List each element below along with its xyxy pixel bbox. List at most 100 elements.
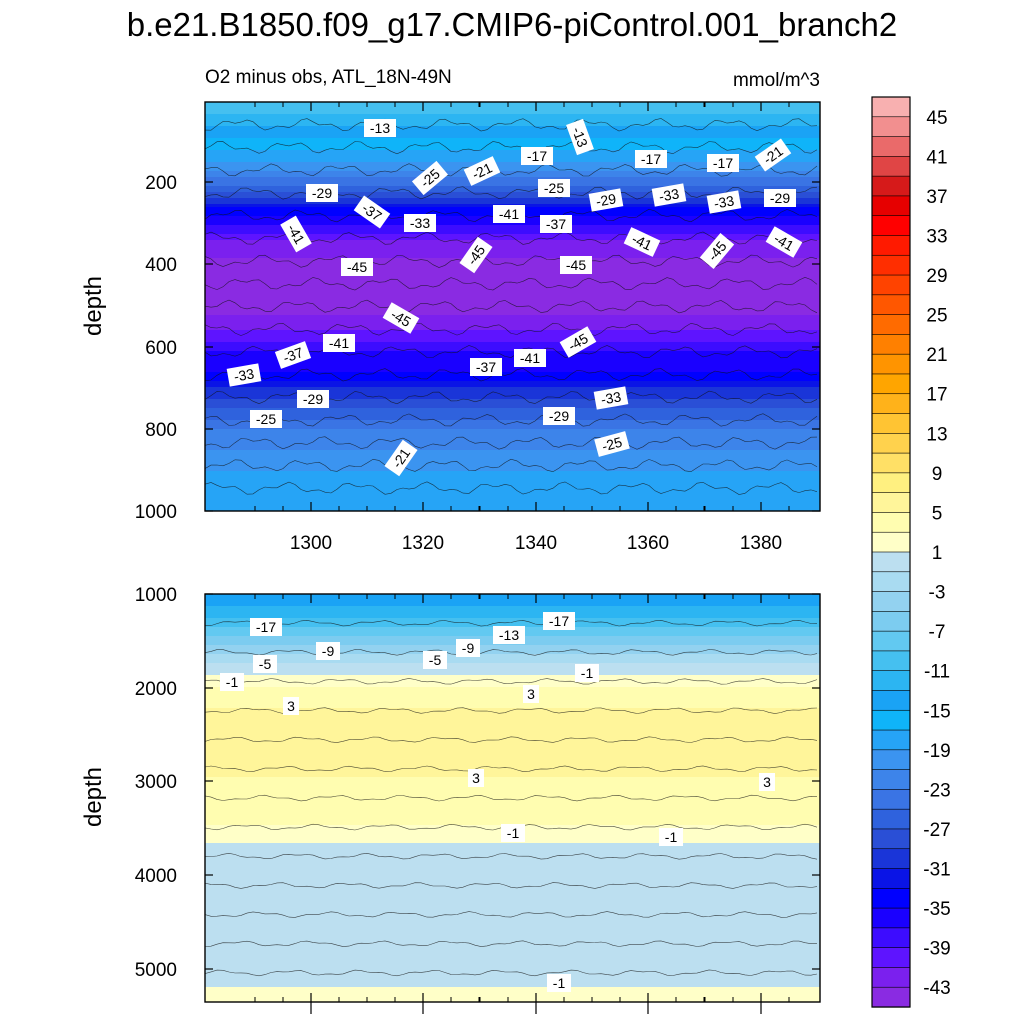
colorbar-box — [871, 156, 911, 177]
contour-band — [205, 162, 820, 166]
contour-band — [205, 150, 820, 154]
contour-band — [205, 126, 820, 130]
contour-label: -1 — [659, 828, 683, 846]
contour-line — [205, 322, 818, 336]
contour-band — [205, 819, 820, 823]
colorbar-label: -11 — [924, 662, 950, 683]
svg-text:3: 3 — [527, 686, 535, 702]
contour-band — [205, 141, 820, 145]
contour-band — [205, 192, 820, 196]
contour-band — [205, 180, 820, 184]
colorbar-box — [871, 749, 911, 771]
colorbar-label: 21 — [926, 345, 947, 366]
contour-band — [205, 612, 820, 616]
x-tick-label: 1360 — [627, 533, 669, 554]
colorbar-box — [871, 393, 911, 415]
svg-text:-41: -41 — [520, 350, 540, 366]
contour-band — [205, 888, 820, 892]
colorbar-label: 41 — [926, 147, 947, 168]
contour-band — [205, 441, 820, 445]
contour-band — [205, 999, 820, 1002]
colorbar-label: -27 — [923, 820, 950, 841]
svg-text:-1: -1 — [507, 825, 520, 841]
colorbar-box — [871, 274, 911, 296]
contour-line — [205, 969, 818, 977]
contour-band — [205, 171, 820, 175]
contour-band — [205, 168, 820, 172]
contour-band — [205, 237, 820, 241]
colorbar-label: 1 — [932, 543, 943, 564]
colorbar-label: -3 — [929, 583, 946, 604]
contour-band — [205, 159, 820, 163]
contour-band — [205, 714, 820, 718]
contour-band — [205, 690, 820, 694]
colorbar-box — [871, 353, 911, 375]
colorbar-box — [871, 848, 911, 870]
colorbar-box — [871, 373, 911, 395]
contour-label: -13 — [566, 118, 594, 156]
colorbar-box — [871, 888, 911, 909]
contour-band — [205, 390, 820, 394]
contour-band — [205, 624, 820, 628]
contour-band — [205, 111, 820, 115]
contour-band — [205, 663, 820, 667]
contour-band — [205, 420, 820, 424]
colorbar: 45 41 37 33 29 25 21 17 13 9 5 1 -3 -7 -11 -15 -19 -23 -27… — [871, 96, 951, 1008]
contour-band — [205, 123, 820, 127]
colorbar-box — [871, 413, 911, 434]
x-tick-label: 1320 — [402, 533, 444, 554]
contour-band — [205, 903, 820, 907]
contour-band — [205, 708, 820, 712]
contour-band — [205, 357, 820, 361]
contour-band — [205, 339, 820, 343]
contour-band — [205, 684, 820, 688]
contour-label: -9 — [456, 639, 480, 657]
contour-band — [205, 948, 820, 952]
contour-label: -29 — [764, 189, 796, 207]
contour-band — [205, 717, 820, 721]
contour-band — [205, 231, 820, 235]
y-tick-label: 4000 — [135, 866, 177, 887]
contour-label: -21 — [463, 156, 501, 186]
svg-text:-1: -1 — [226, 674, 239, 690]
svg-text:-37: -37 — [476, 359, 496, 375]
contour-band — [205, 492, 820, 496]
svg-text:-17: -17 — [713, 155, 733, 171]
colorbar-box — [871, 670, 911, 692]
contour-band — [205, 885, 820, 889]
contour-band — [205, 135, 820, 139]
contour-band — [205, 426, 820, 430]
contour-band — [205, 975, 820, 979]
svg-text:-33: -33 — [410, 215, 430, 231]
contour-band — [205, 120, 820, 124]
contour-band — [205, 960, 820, 964]
colorbar-box — [871, 630, 911, 652]
contour-band — [205, 273, 820, 277]
colorbar-box — [871, 947, 911, 969]
contour-line — [205, 911, 818, 918]
contour-band — [205, 309, 820, 313]
contour-band — [205, 381, 820, 385]
svg-text:-13: -13 — [499, 627, 519, 643]
contour-label: -45 — [560, 256, 592, 274]
contour-band — [205, 615, 820, 619]
colorbar-box — [871, 433, 911, 454]
contour-label: -25 — [594, 431, 630, 457]
colorbar-label: 17 — [926, 385, 947, 406]
contour-band — [205, 156, 820, 160]
contour-line — [205, 678, 818, 685]
contour-band — [205, 243, 820, 247]
contour-label: -41 — [514, 349, 546, 367]
svg-text:-21: -21 — [469, 159, 494, 182]
contour-band — [205, 276, 820, 280]
contour-band — [205, 777, 820, 781]
contour-band — [205, 405, 820, 409]
contour-band — [205, 174, 820, 178]
contour-band — [205, 147, 820, 151]
contour-band — [205, 789, 820, 793]
contour-label: -37 — [274, 341, 312, 369]
svg-text:-1: -1 — [553, 975, 566, 991]
svg-text:-29: -29 — [549, 408, 569, 424]
